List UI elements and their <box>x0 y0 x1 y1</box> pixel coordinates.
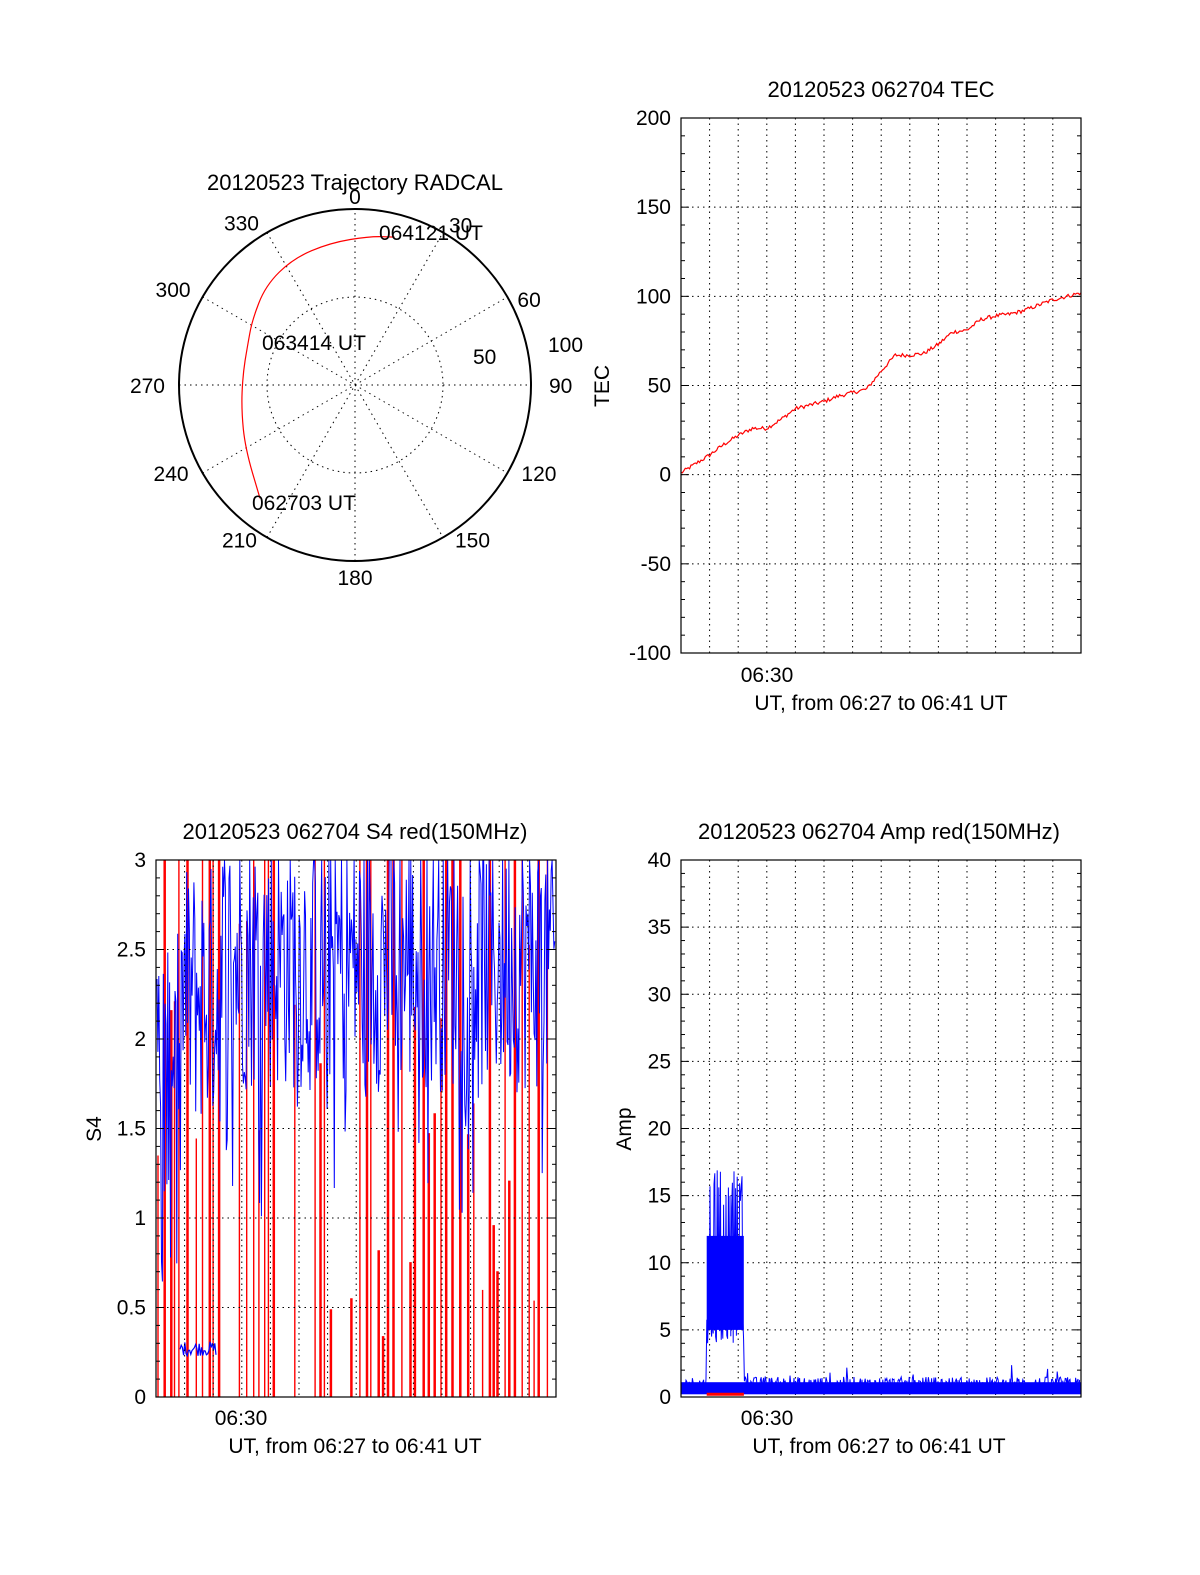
s4-line-chart: 20120523 062704 S4 red(150MHz) 3 2.5 2 1.5 1… <box>83 819 557 1458</box>
y-tick-label: -50 <box>641 553 671 576</box>
y-tick-label: 2.5 <box>117 939 146 962</box>
s4-x-axis-label: UT, from 06:27 to 06:41 UT <box>228 1435 481 1458</box>
polar-angle-label: 240 <box>154 463 189 486</box>
amp-title: 20120523 062704 Amp red(150MHz) <box>698 819 1060 844</box>
polar-annotation-end: 064121 UT <box>379 222 483 245</box>
amp-y-axis-label: Amp <box>613 1107 636 1150</box>
amp-grid <box>681 859 1081 1398</box>
s4-blue-line <box>156 859 556 1282</box>
y-tick-label: 15 <box>648 1185 671 1208</box>
polar-angle-label: 270 <box>130 375 165 398</box>
polar-angle-label: 90 <box>549 375 572 398</box>
tec-line <box>680 292 1082 474</box>
tec-line-chart: 20120523 062704 TEC 200150100500-50-100 … <box>591 77 1082 715</box>
polar-outer-circle <box>178 208 532 562</box>
tec-x-tick-label: 06:30 <box>741 664 794 687</box>
amp-blue-burst-fill <box>706 1235 744 1330</box>
polar-angle-label: 30 <box>449 215 472 238</box>
amp-x-tick-label: 06:30 <box>741 1407 794 1430</box>
tec-plot-frame <box>680 117 1082 654</box>
polar-annotation-mid: 063414 UT <box>262 332 366 355</box>
polar-angle-label: 150 <box>455 529 490 552</box>
polar-angle-label: 330 <box>224 213 259 236</box>
amp-x-axis-label: UT, from 06:27 to 06:41 UT <box>752 1435 1005 1458</box>
tec-y-axis-label: TEC <box>591 365 614 407</box>
y-tick-label: 0.5 <box>117 1297 146 1320</box>
y-tick-label: 2 <box>134 1028 146 1051</box>
y-tick-label: 5 <box>659 1319 671 1342</box>
tec-y-tick-labels: 200 150 100 50 0 -50 -100 <box>629 107 671 665</box>
y-tick-label: 150 <box>636 196 671 219</box>
y-tick-label: 200 <box>636 107 671 130</box>
y-tick-label: 30 <box>648 983 671 1006</box>
y-tick-label: 1 <box>134 1207 146 1230</box>
s4-x-tick-label: 06:30 <box>215 1407 268 1430</box>
polar-radial-label-100: 100 <box>548 334 583 357</box>
amp-line-chart: 20120523 062704 Amp red(150MHz) 40 35 30 25… <box>613 819 1082 1458</box>
y-tick-label: 1.5 <box>117 1118 146 1141</box>
amp-blue-baseline-fill <box>681 1382 1081 1395</box>
amp-y-tick-labels: 40 35 30 25 20 15 10 5 0 <box>648 849 671 1409</box>
tec-series <box>680 292 1082 474</box>
y-tick-label: 40 <box>648 849 671 872</box>
polar-angle-label: 0 <box>349 186 361 209</box>
s4-y-axis-label: S4 <box>83 1116 106 1142</box>
amp-plot-frame <box>680 859 1082 1398</box>
y-tick-label: 0 <box>134 1386 146 1409</box>
y-tick-label: 100 <box>636 285 671 308</box>
s4-y-tick-labels: 3 2.5 2 1.5 1 0.5 0 <box>117 849 146 1409</box>
s4-blue-early-line <box>179 1341 217 1358</box>
s4-title: 20120523 062704 S4 red(150MHz) <box>183 819 528 844</box>
y-tick-label: 10 <box>648 1252 671 1275</box>
y-tick-label: 3 <box>134 849 146 872</box>
y-tick-label: -100 <box>629 642 671 665</box>
s4-plot-frame <box>155 859 557 1398</box>
tec-title: 20120523 062704 TEC <box>767 77 994 102</box>
s4-series <box>156 859 556 1397</box>
tec-grid <box>681 117 1081 654</box>
amp-series <box>681 1170 1081 1396</box>
polar-grid-spoke <box>266 232 444 538</box>
y-tick-label: 0 <box>659 1386 671 1409</box>
polar-grid <box>179 209 531 561</box>
polar-angle-label: 180 <box>337 567 372 590</box>
y-tick-label: 25 <box>648 1050 671 1073</box>
polar-angle-label: 120 <box>521 463 556 486</box>
y-tick-label: 35 <box>648 916 671 939</box>
y-tick-label: 20 <box>648 1118 671 1141</box>
polar-angle-labels: 0 30 60 90 120 150 180 210 240 270 300 330 <box>130 186 572 590</box>
polar-annotation-start: 062703 UT <box>252 492 356 515</box>
polar-trajectory-series <box>241 236 395 499</box>
polar-angle-label: 300 <box>156 279 191 302</box>
tec-x-axis-label: UT, from 06:27 to 06:41 UT <box>754 692 1007 715</box>
y-tick-label: 50 <box>648 375 671 398</box>
y-tick-label: 0 <box>659 464 671 487</box>
polar-radial-label-50: 50 <box>473 346 496 369</box>
polar-title: 20120523 Trajectory RADCAL <box>207 170 503 195</box>
polar-angle-label: 60 <box>517 289 540 312</box>
trajectory-polar-chart: 20120523 Trajectory RADCAL 0 30 60 90 120 150… <box>130 170 583 590</box>
polar-angle-label: 210 <box>222 529 257 552</box>
s4-grid <box>156 859 556 1398</box>
polar-trajectory-line <box>241 236 395 499</box>
